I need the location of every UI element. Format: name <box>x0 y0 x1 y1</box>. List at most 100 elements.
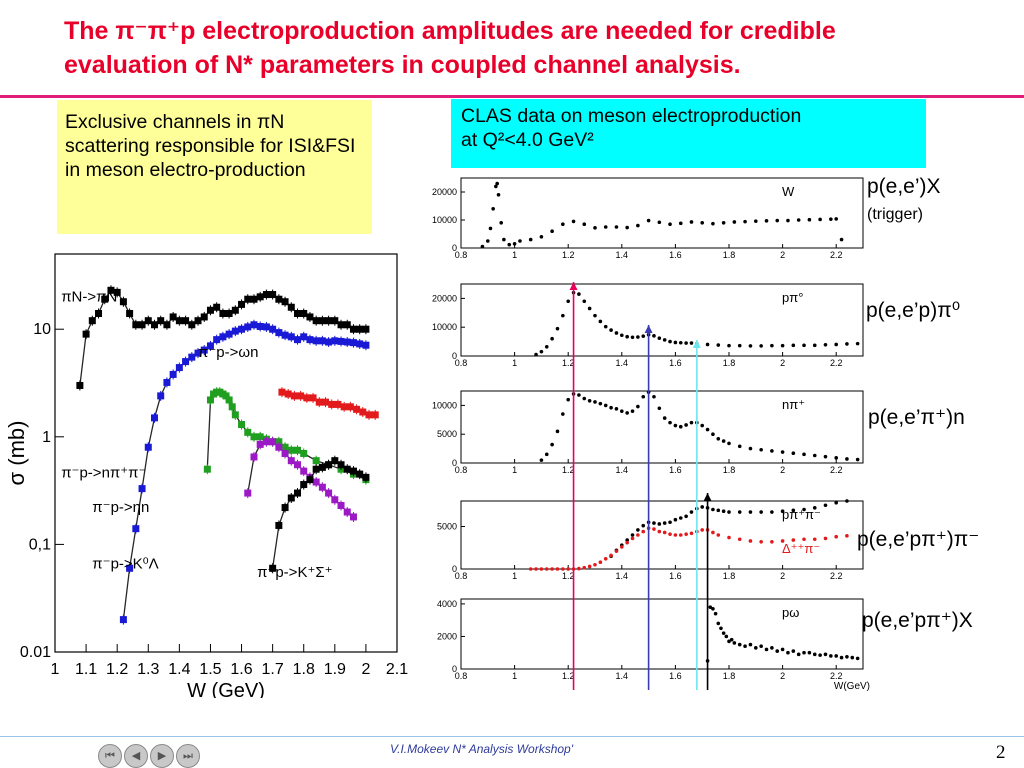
data-point <box>839 655 844 660</box>
data-point <box>630 335 635 340</box>
data-point <box>359 408 367 416</box>
data-point <box>256 440 264 448</box>
data-point <box>555 429 560 434</box>
label-p-pi-plus-pi-minus: p(e,e’pπ⁺)π⁻ <box>857 528 980 551</box>
data-point <box>732 641 737 645</box>
nav-last-icon[interactable]: ⏭ <box>176 744 200 768</box>
data-point <box>646 526 651 530</box>
x-axis-label: W(GeV) <box>834 681 870 692</box>
y-tick-label: 20000 <box>432 293 457 303</box>
data-point <box>652 527 656 531</box>
data-point <box>284 390 292 398</box>
data-point <box>356 340 364 348</box>
x-tick-label: 2.1 <box>386 661 408 678</box>
data-point <box>796 218 801 222</box>
y-tick-label: 0,1 <box>29 536 51 553</box>
data-point <box>721 509 726 513</box>
data-point <box>312 478 320 486</box>
data-point <box>748 446 753 451</box>
data-point <box>250 321 258 329</box>
data-point <box>337 321 345 329</box>
data-point <box>759 540 763 544</box>
data-point <box>603 403 608 408</box>
data-point <box>727 535 731 540</box>
data-point <box>759 510 763 514</box>
data-point <box>812 537 817 542</box>
data-point <box>577 292 581 296</box>
data-point <box>555 326 560 331</box>
data-point <box>325 489 333 497</box>
nav-first-icon[interactable]: ⏮ <box>98 744 122 768</box>
data-point <box>716 533 721 537</box>
data-point <box>534 352 538 357</box>
x-tick-label: 1 <box>512 571 517 581</box>
x-tick-label: 0.8 <box>455 671 468 681</box>
data-point <box>850 655 855 660</box>
data-point <box>609 328 613 332</box>
data-point <box>356 470 364 478</box>
data-point <box>281 331 289 339</box>
data-point <box>662 521 667 525</box>
y-tick-label: 0 <box>452 564 457 574</box>
data-point <box>269 325 277 333</box>
data-point <box>748 642 753 647</box>
data-point <box>82 330 90 338</box>
data-point <box>609 553 613 558</box>
data-point <box>743 219 747 224</box>
data-point <box>566 397 570 402</box>
nav-next-icon[interactable]: ▶ <box>150 744 174 768</box>
data-point <box>312 337 320 345</box>
panel-label: pπ° <box>782 290 803 305</box>
data-point <box>287 457 295 465</box>
data-point <box>544 452 549 457</box>
data-point <box>300 309 308 317</box>
data-point <box>76 381 84 389</box>
data-point <box>300 467 308 475</box>
data-point <box>480 244 485 249</box>
data-point <box>561 313 565 318</box>
data-point <box>278 388 286 396</box>
data-point <box>657 406 662 411</box>
nav-previous-icon[interactable]: ◀ <box>124 744 148 768</box>
reaction-label: π⁻p->K⁰Λ <box>92 555 158 572</box>
data-point <box>786 218 790 223</box>
data-point <box>281 449 289 457</box>
x-tick-label: 1.8 <box>293 661 315 678</box>
data-point <box>300 449 308 457</box>
data-point <box>834 534 838 539</box>
data-point <box>646 332 651 337</box>
data-point <box>331 317 339 325</box>
x-tick-label: 1.6 <box>669 358 682 368</box>
data-point <box>225 396 233 404</box>
data-point <box>812 453 817 458</box>
slide-navigation[interactable]: ⏮ ◀ ▶ ⏭ <box>98 742 218 768</box>
data-point <box>561 222 565 226</box>
data-point <box>200 346 208 354</box>
label-p-e-e-x: p(e,e’)X <box>867 175 941 198</box>
data-point <box>593 313 597 318</box>
x-tick-label: 1.2 <box>562 671 575 681</box>
data-point <box>550 229 554 233</box>
data-point <box>88 317 96 325</box>
y-tick-label: 5000 <box>437 429 457 439</box>
data-point <box>786 650 790 655</box>
data-point <box>764 647 769 652</box>
x-tick-label: 1.4 <box>616 358 629 368</box>
x-tick-label: 1 <box>512 250 517 260</box>
data-point <box>695 529 699 534</box>
data-point <box>107 286 115 294</box>
data-point <box>708 605 713 609</box>
data-point <box>281 504 289 512</box>
data-point <box>641 334 646 338</box>
x-tick-label: 1.4 <box>616 571 629 581</box>
panel-frame <box>460 283 864 357</box>
data-point <box>748 539 753 543</box>
data-point <box>678 533 683 537</box>
data-point <box>346 403 354 411</box>
data-point <box>662 416 667 420</box>
x-tick-label: 1.4 <box>616 465 629 475</box>
data-point <box>668 222 672 226</box>
data-point <box>678 340 683 345</box>
data-point <box>349 325 357 333</box>
data-point <box>748 510 753 514</box>
